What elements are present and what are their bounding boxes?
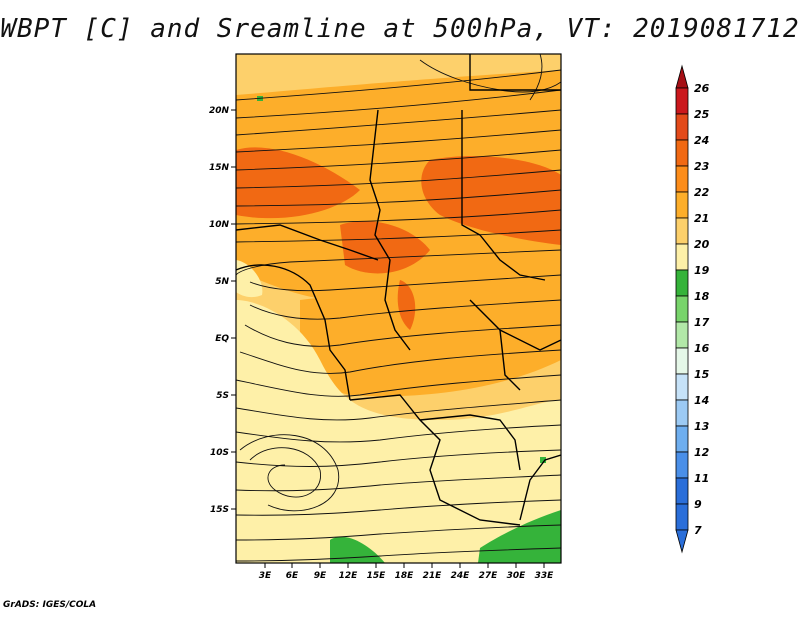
map-frame [235,53,562,564]
colorbar-swatch [675,451,689,479]
colorbar-swatch [675,139,689,167]
colorbar-label: 20 [694,238,710,251]
lon-tick-label: 21E [423,571,443,581]
lon-tick-label: 15E [367,571,387,581]
colorbar-bottom-arrow [675,529,689,554]
colorbar-label: 17 [694,316,710,329]
lon-tick-label: 3E [259,571,272,581]
colorbar-swatch [675,347,689,375]
lon-tick-label: 9E [314,571,327,581]
colorbar-label: 21 [694,212,709,225]
colorbar-label: 13 [694,420,710,433]
colorbar-swatch [675,269,689,297]
lon-tick-label: 18E [395,571,415,581]
lat-tick-label: 20N [209,106,230,116]
colorbar-swatch [675,243,689,271]
colorbar-swatch [675,373,689,401]
colorbar-swatch [675,217,689,245]
colorbar-label: 23 [694,160,710,173]
map-title: WBPT [C] and Sreamline at 500hPa, VT: 20… [0,14,800,44]
colorbar-label: 18 [694,290,710,303]
colorbar-label: 25 [694,108,710,121]
colorbar-swatch [675,113,689,141]
lat-tick-label: 15N [209,163,230,173]
colorbar-label: 7 [694,524,702,537]
colorbar-label: 9 [694,498,702,511]
colorbar-label: 16 [694,342,710,355]
colorbar-label: 19 [694,264,710,277]
lat-tick-label: 10S [210,448,229,458]
colorbar-label: 22 [694,186,710,199]
lon-tick-label: 27E [479,571,499,581]
colorbar-swatch [675,87,689,115]
grads-credit: GrADS: IGES/COLA [3,600,97,610]
lat-axis: 20N 15N 10N 5N EQ 5S 10S 15S [209,106,236,515]
country-borders [236,54,561,526]
lon-tick-label: 33E [535,571,555,581]
colorbar-swatch [675,477,689,505]
colorbar-swatch [675,321,689,349]
lat-tick-label: 5S [216,391,229,401]
lat-tick-label: 5N [215,277,229,287]
colorbar-label: 26 [694,82,710,95]
lon-tick-label: 30E [507,571,527,581]
wbpt-shading [236,54,561,563]
colorbar-label: 11 [694,472,709,485]
colorbar-swatch [675,165,689,193]
colorbar: 26 25 24 23 22 21 20 19 18 17 16 15 14 13 12 11 9 7 [675,64,710,554]
lon-tick-label: 6E [286,571,299,581]
colorbar-swatch [675,399,689,427]
lon-tick-label: 12E [339,571,359,581]
colorbar-top-arrow [675,64,689,89]
colorbar-label: 15 [694,368,710,381]
colorbar-swatch [675,503,689,531]
colorbar-swatch [675,191,689,219]
lat-tick-label: 15S [210,505,229,515]
lat-tick-label: EQ [215,334,229,344]
colorbar-label: 24 [694,134,709,147]
lon-tick-label: 24E [451,571,471,581]
colorbar-label: 12 [694,446,710,459]
lon-axis: 3E 6E 9E 12E 15E 18E 21E 24E 27E 30E 33E [259,563,554,581]
colorbar-swatch [675,295,689,323]
colorbar-label: 14 [694,394,709,407]
lat-tick-label: 10N [209,220,230,230]
colorbar-swatch [675,425,689,453]
